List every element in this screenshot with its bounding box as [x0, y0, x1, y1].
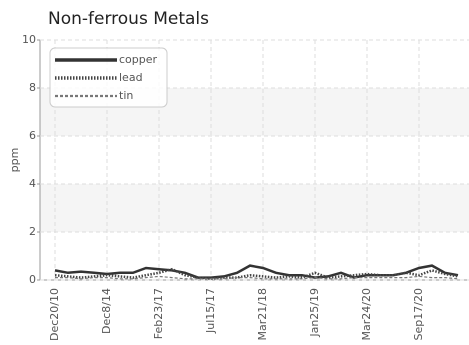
x-tick-label: Mar24/20	[360, 288, 373, 340]
x-tick-label: Dec20/10	[48, 288, 61, 341]
legend-label: copper	[119, 53, 158, 66]
legend-label: tin	[119, 89, 133, 102]
y-tick-label: 8	[29, 81, 36, 94]
y-axis-label: ppm	[8, 148, 21, 173]
y-tick-label: 6	[29, 129, 36, 142]
y-tick-label: 4	[29, 177, 36, 190]
y-tick-label: 0	[29, 273, 36, 286]
line	[54, 267, 459, 281]
x-tick-label: Mar21/18	[256, 288, 269, 340]
line	[55, 275, 459, 280]
chart-title: Non-ferrous Metals	[48, 9, 209, 29]
x-tick-label: Jan25/19	[308, 288, 321, 338]
x-tick-label: Jul15/17	[204, 288, 217, 334]
x-tick-label: Sep17/20	[412, 288, 425, 340]
legend-label: lead	[119, 71, 143, 84]
legend	[49, 47, 168, 108]
x-tick-label: Dec8/14	[100, 288, 113, 334]
y-tick-label: 10	[22, 33, 36, 46]
x-tick-label: Feb23/17	[152, 288, 165, 339]
band	[40, 184, 469, 232]
y-tick-label: 2	[29, 225, 36, 238]
line	[54, 264, 459, 279]
